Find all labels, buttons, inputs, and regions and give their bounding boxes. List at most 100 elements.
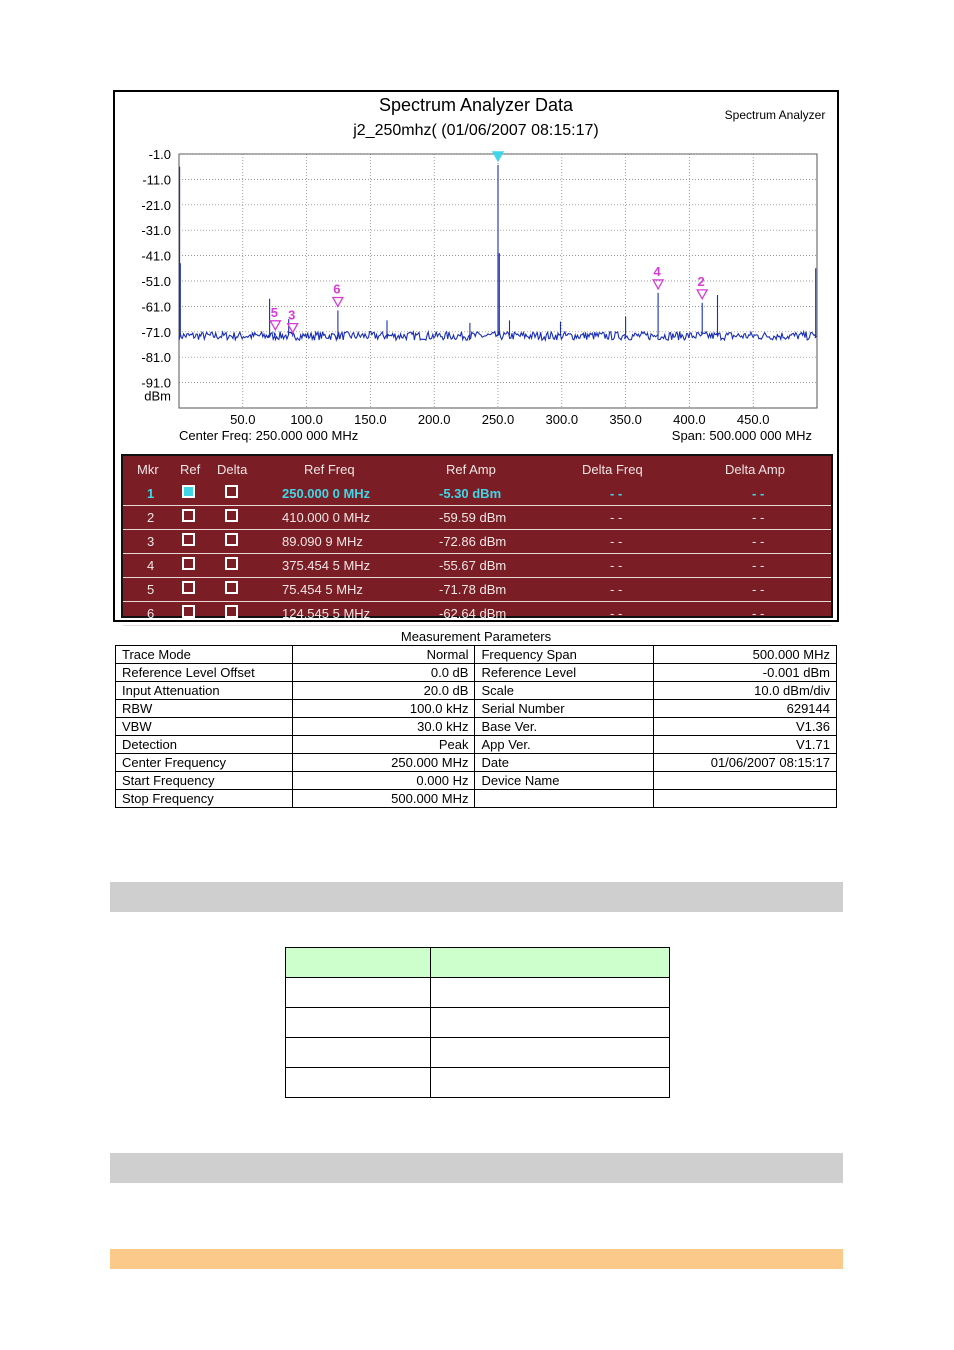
parameter-row: Trace Mode Normal Frequency Span 500.000 MH…: [115, 645, 837, 664]
marker-delta-amp: - -: [752, 558, 765, 573]
y-tick-label: -71.0: [141, 325, 171, 340]
header-delta: Delta: [217, 462, 248, 477]
param-label: Date: [474, 753, 655, 772]
marker-delta-amp: - -: [752, 582, 765, 597]
spectrum-chart: Spectrum Analyzer Data j2_250mhz( (01/06/…: [141, 95, 826, 443]
empty-table-cell: [285, 977, 431, 1008]
y-tick-label: -61.0: [141, 299, 171, 314]
marker-delta-freq: - -: [610, 510, 623, 525]
delta-checkbox[interactable]: [225, 509, 238, 522]
section-bar-2: [110, 1153, 843, 1183]
param-label: VBW: [115, 717, 293, 736]
marker-delta-amp: - -: [752, 534, 765, 549]
marker-ref-amp: -5.30 dBm: [439, 486, 502, 501]
marker-triangle: [269, 320, 282, 332]
param-value: 10.0 dBm/div: [653, 681, 837, 700]
parameter-row: Input Attenuation 20.0 dB Scale 10.0 dBm/di…: [115, 681, 837, 700]
param-label: Stop Frequency: [115, 789, 293, 808]
marker-table-header: Mkr Ref Delta Ref Freq Ref Amp Delta Fre…: [123, 458, 831, 482]
x-tick-label: 200.0: [418, 412, 451, 427]
parameters-table: Trace Mode Normal Frequency Span 500.000 MH…: [115, 645, 837, 808]
y-tick-label: -51.0: [141, 274, 171, 289]
ref-checkbox[interactable]: [182, 557, 195, 570]
marker-row[interactable]: 1 250.000 0 MHz -5.30 dBm - - - -: [123, 482, 831, 506]
param-value: 500.000 MHz: [653, 645, 837, 664]
delta-checkbox[interactable]: [225, 557, 238, 570]
marker-row[interactable]: 5 75.454 5 MHz -71.78 dBm - - - -: [123, 578, 831, 602]
empty-table-cell: [285, 1037, 431, 1068]
param-label: Reference Level: [474, 663, 655, 682]
param-label: [474, 789, 655, 808]
y-tick-label: -31.0: [141, 223, 171, 238]
parameter-row: VBW 30.0 kHz Base Ver. V1.36: [115, 717, 837, 736]
empty-table-cell: [285, 947, 431, 978]
param-label: Trace Mode: [115, 645, 293, 664]
marker-row[interactable]: 3 89.090 9 MHz -72.86 dBm - - - -: [123, 530, 831, 554]
parameter-row: Stop Frequency 500.000 MHz: [115, 789, 837, 808]
param-value: 500.000 MHz: [291, 789, 476, 808]
param-value: 0.0 dB: [291, 663, 476, 682]
ref-checkbox[interactable]: [182, 509, 195, 522]
marker-label: 4: [654, 264, 662, 279]
ref-checkbox[interactable]: [182, 485, 195, 498]
param-label: Base Ver.: [474, 717, 655, 736]
marker-row[interactable]: 4 375.454 5 MHz -55.67 dBm - - - -: [123, 554, 831, 578]
delta-checkbox[interactable]: [225, 485, 238, 498]
param-value: Peak: [291, 735, 476, 754]
delta-checkbox[interactable]: [225, 605, 238, 618]
param-label: Scale: [474, 681, 655, 700]
marker-ref-freq: 89.090 9 MHz: [282, 534, 363, 549]
marker-row[interactable]: 6 124.545 5 MHz -62.64 dBm - - - -: [123, 602, 831, 626]
ref-checkbox[interactable]: [182, 605, 195, 618]
marker-number: 5: [147, 582, 155, 597]
marker-triangle: [286, 322, 299, 334]
param-value: V1.71: [653, 735, 837, 754]
chart-subtitle: j2_250mhz( (01/06/2007 08:15:17): [352, 122, 599, 139]
marker-triangle: [491, 151, 505, 163]
empty-table: [285, 947, 670, 1098]
spectrum-trace: [178, 164, 817, 343]
delta-checkbox[interactable]: [225, 533, 238, 546]
header-ref-amp: Ref Amp: [446, 462, 496, 477]
ref-checkbox[interactable]: [182, 533, 195, 546]
marker-delta-freq: - -: [610, 486, 623, 501]
parameter-row: Reference Level Offset 0.0 dB Reference Le…: [115, 663, 837, 682]
marker-label: 2: [698, 274, 705, 289]
marker-delta-freq: - -: [610, 558, 623, 573]
marker-number: 4: [147, 558, 155, 573]
marker-ref-amp: -55.67 dBm: [439, 558, 507, 573]
marker-number: 2: [147, 510, 155, 525]
header-mkr: Mkr: [137, 462, 159, 477]
x-tick-label: 250.0: [482, 412, 515, 427]
marker-row[interactable]: 2 410.000 0 MHz -59.59 dBm - - - -: [123, 506, 831, 530]
marker-triangle: [652, 279, 665, 291]
ref-checkbox[interactable]: [182, 581, 195, 594]
empty-table-header-row: [285, 947, 670, 978]
span-label: Span: 500.000 000 MHz: [672, 428, 812, 443]
empty-table-row: [285, 1007, 670, 1038]
measurement-parameters-title: Measurement Parameters: [400, 629, 552, 644]
empty-table-cell: [430, 1037, 670, 1068]
empty-table-row: [285, 1067, 670, 1098]
param-value: -0.001 dBm: [653, 663, 837, 682]
param-value: 01/06/2007 08:15:17: [653, 753, 837, 772]
delta-checkbox[interactable]: [225, 581, 238, 594]
empty-table-row: [285, 977, 670, 1008]
marker-triangle: [331, 296, 344, 308]
param-label: Device Name: [474, 771, 655, 790]
spectrum-analyzer-badge: Spectrum Analyzer: [725, 108, 826, 122]
param-value: V1.36: [653, 717, 837, 736]
param-label: RBW: [115, 699, 293, 718]
y-tick-label: -21.0: [141, 198, 171, 213]
parameter-row: Center Frequency 250.000 MHz Date 01/06/200…: [115, 753, 837, 772]
empty-table-cell: [430, 977, 670, 1008]
section-bar-3: [110, 1249, 843, 1269]
y-tick-label: -41.0: [141, 249, 171, 264]
param-value: 629144: [653, 699, 837, 718]
marker-triangle: [696, 289, 709, 301]
marker-ref-amp: -62.64 dBm: [439, 606, 507, 621]
param-value: 250.000 MHz: [291, 753, 476, 772]
param-label: Frequency Span: [474, 645, 655, 664]
empty-table-cell: [285, 1007, 431, 1038]
param-label: Start Frequency: [115, 771, 293, 790]
